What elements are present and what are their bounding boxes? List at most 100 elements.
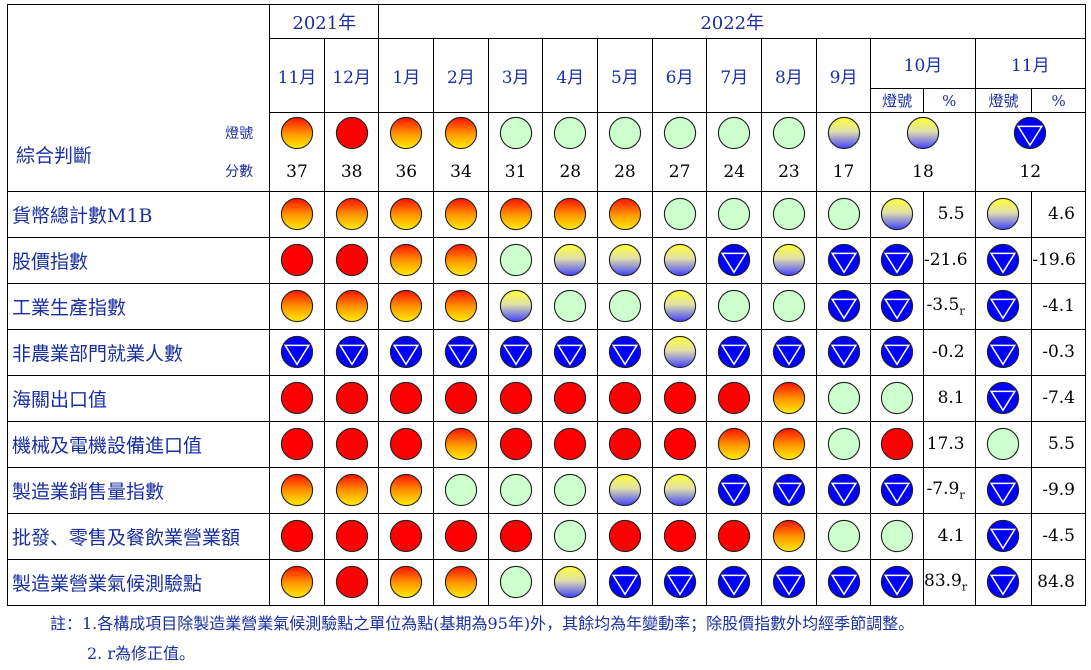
indicator-yb-light-icon xyxy=(499,289,532,323)
indicator-light-cell xyxy=(597,328,653,376)
composite-light-cell xyxy=(761,111,817,153)
indicator-value: 4.6 xyxy=(1031,190,1086,238)
indicator-blue-light-icon xyxy=(827,243,860,277)
composite-light-cell xyxy=(706,111,763,153)
indicator-light-cell xyxy=(761,190,817,238)
indicator-light-cell xyxy=(761,558,817,606)
indicator-red-light-icon xyxy=(335,427,368,461)
indicator-blue-light-icon xyxy=(718,243,751,277)
indicator-yb-light-icon xyxy=(772,243,806,277)
indicator-blue-light-icon xyxy=(881,289,914,323)
month-header: 7月 xyxy=(706,38,763,113)
indicator-green-light-icon xyxy=(663,197,696,231)
indicator-blue-light-icon xyxy=(987,381,1020,415)
indicator-light-cell xyxy=(323,558,380,606)
revision-mark: r xyxy=(959,488,965,502)
value-number: -21.6 xyxy=(924,250,968,270)
indicator-light-cell xyxy=(269,190,325,238)
indicator-light-cell xyxy=(597,512,653,560)
indicator-blue-light-icon xyxy=(608,565,642,599)
indicator-yr-light-icon xyxy=(335,197,368,231)
composite-light-cell xyxy=(323,111,380,153)
indicator-red-light-icon xyxy=(280,519,314,553)
indicator-light-cell xyxy=(269,328,325,376)
composite-score: 12 xyxy=(974,152,1087,192)
indicator-light-cell xyxy=(487,190,544,238)
indicator-light-cell xyxy=(597,236,653,284)
month-header: 3月 xyxy=(487,38,544,113)
indicator-light-cell xyxy=(269,420,325,468)
indicator-red-light-icon xyxy=(663,427,696,461)
indicator-light-cell xyxy=(487,558,544,606)
indicator-light-cell xyxy=(323,374,380,422)
indicator-blue-light-icon xyxy=(718,473,751,507)
indicator-light-cell xyxy=(323,420,380,468)
indicator-light-cell xyxy=(378,558,435,606)
indicator-light-cell xyxy=(433,512,489,560)
indicator-light-cell xyxy=(542,558,599,606)
indicator-red-light-icon xyxy=(390,427,423,461)
indicator-light-cell xyxy=(542,374,599,422)
composite-score: 24 xyxy=(706,152,763,192)
value-number: -0.3 xyxy=(1042,342,1075,362)
indicator-light-cell xyxy=(378,236,435,284)
indicator-light-cell xyxy=(870,420,924,468)
indicator-blue-light-icon xyxy=(827,289,860,323)
indicator-light-cell xyxy=(815,512,872,560)
indicator-blue-light-icon xyxy=(987,289,1020,323)
indicator-label: 批發、零售及餐飲業營業額 xyxy=(6,512,271,560)
indicator-red-light-icon xyxy=(335,243,368,277)
indicator-light-cell xyxy=(597,420,653,468)
indicator-light-cell xyxy=(706,190,763,238)
signal-table-container: 2021年 2022年 11月 12月 1月 2月 3月 4月 5月 6月 7月 8月 9月 10月 11月… xyxy=(6,4,1087,606)
indicator-yr-light-icon xyxy=(390,197,423,231)
indicator-light-cell xyxy=(487,236,544,284)
indicator-light-cell xyxy=(487,420,544,468)
composite-yb-light-icon xyxy=(827,116,860,150)
indicator-red-light-icon xyxy=(335,381,368,415)
indicator-green-light-icon xyxy=(499,473,532,507)
indicator-yb-light-icon xyxy=(608,473,642,507)
indicator-light-cell xyxy=(323,466,380,514)
indicator-green-light-icon xyxy=(718,289,751,323)
indicator-yr-light-icon xyxy=(280,197,314,231)
value-number: 8.1 xyxy=(937,388,965,408)
indicator-yr-light-icon xyxy=(280,473,314,507)
indicator-light-cell xyxy=(706,420,763,468)
composite-score: 27 xyxy=(651,152,708,192)
indicator-red-light-icon xyxy=(663,381,696,415)
indicator-light-cell xyxy=(651,420,708,468)
composite-score: 28 xyxy=(597,152,653,192)
indicator-light-cell xyxy=(433,236,489,284)
indicator-light-cell xyxy=(487,328,544,376)
composite-blue-light-icon xyxy=(1014,116,1047,150)
value-number: 83.9 xyxy=(924,570,962,591)
indicator-blue-light-icon xyxy=(987,473,1020,507)
indicator-light-cell xyxy=(706,512,763,560)
indicator-light-cell xyxy=(378,374,435,422)
indicator-green-light-icon xyxy=(444,473,478,507)
indicator-yb-light-icon xyxy=(663,243,696,277)
indicator-blue-light-icon xyxy=(280,335,314,369)
indicator-label: 製造業營業氣候測驗點 xyxy=(6,558,271,606)
month-header: 11月 xyxy=(974,38,1087,89)
indicator-blue-light-icon xyxy=(718,565,751,599)
composite-label: 綜合判斷 xyxy=(16,144,93,167)
month-header: 11月 xyxy=(269,38,325,113)
composite-green-light-icon xyxy=(663,116,696,150)
indicator-light-cell xyxy=(651,558,708,606)
indicator-green-light-icon xyxy=(554,289,587,323)
value-number: 4.6 xyxy=(1047,204,1075,224)
indicator-light-cell xyxy=(815,420,872,468)
indicator-light-cell xyxy=(706,558,763,606)
percent-subheader: % xyxy=(1031,88,1086,113)
indicator-blue-light-icon xyxy=(554,335,587,369)
value-number: -0.2 xyxy=(931,342,965,362)
composite-score: 31 xyxy=(487,152,544,192)
indicator-light-cell xyxy=(706,328,763,376)
indicator-light-cell xyxy=(974,374,1032,422)
indicator-value: -3.5r xyxy=(923,282,976,330)
indicator-green-light-icon xyxy=(827,197,860,231)
indicator-light-cell xyxy=(487,374,544,422)
indicator-green-light-icon xyxy=(987,427,1020,461)
